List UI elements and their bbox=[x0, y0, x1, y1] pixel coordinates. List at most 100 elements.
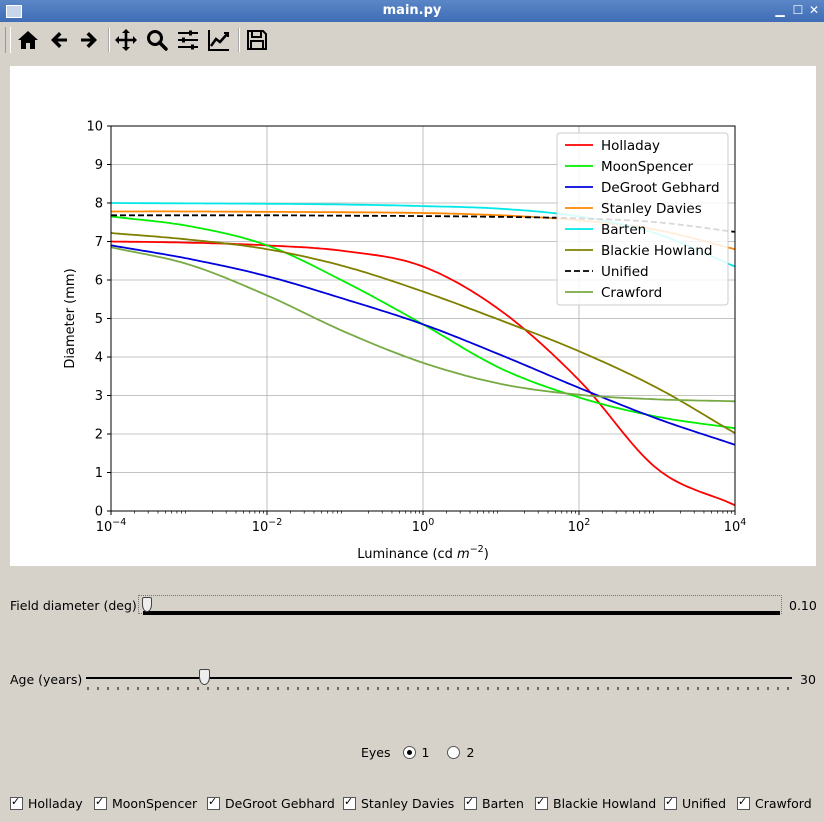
chart-svg: 0 1 2 3 4 5 6 7 8 9 10 10−4 10−2 100 102 104 Luminance (… bbox=[63, 120, 747, 563]
model-checkboxes: Holladay MoonSpencer DeGroot Gebhard Sta… bbox=[10, 795, 816, 812]
edit-axis-icon bbox=[208, 30, 229, 51]
legend-label: DeGroot Gebhard bbox=[601, 180, 720, 196]
eyes-label: Eyes bbox=[361, 745, 391, 760]
window-title: main.py bbox=[382, 3, 442, 18]
checkbox-unified[interactable]: Unified bbox=[664, 795, 727, 811]
y-tick-label: 6 bbox=[95, 274, 103, 289]
checkbox-label: MoonSpencer bbox=[112, 796, 198, 811]
checkbox-check-icon[interactable] bbox=[664, 795, 677, 810]
checkbox-blackie-howland[interactable]: Blackie Howland bbox=[535, 795, 657, 811]
legend-label: Barten bbox=[601, 222, 646, 238]
series-line-degroot-gebhard bbox=[111, 244, 735, 446]
legend-label: MoonSpencer bbox=[601, 159, 693, 175]
checkbox-check-icon[interactable] bbox=[737, 795, 750, 810]
minimize-icon[interactable]: ▁ bbox=[775, 3, 785, 17]
checkbox-label: Unified bbox=[682, 796, 727, 811]
series-line-unified bbox=[111, 214, 735, 233]
slider-handle[interactable] bbox=[142, 597, 152, 612]
slider-track-line bbox=[86, 677, 792, 679]
eyes-radio-1[interactable] bbox=[402, 746, 416, 759]
toolbar-separator bbox=[108, 28, 110, 52]
checkbox-crawford[interactable]: Crawford bbox=[737, 795, 812, 811]
checkbox-holladay[interactable]: Holladay bbox=[10, 795, 83, 811]
legend-label: Stanley Davies bbox=[601, 201, 702, 217]
checkbox-check-icon[interactable] bbox=[94, 795, 107, 810]
eyes-option-2: 2 bbox=[466, 745, 475, 760]
checkbox-moonspencer[interactable]: MoonSpencer bbox=[94, 795, 198, 811]
eyes-option-1: 1 bbox=[421, 745, 430, 760]
forward-button[interactable] bbox=[75, 26, 103, 54]
checkbox-check-icon[interactable] bbox=[10, 795, 23, 810]
checkbox-check-icon[interactable] bbox=[207, 795, 220, 810]
y-tick-label: 4 bbox=[95, 351, 103, 366]
checkbox-label: Blackie Howland bbox=[553, 796, 657, 811]
edit-axis-button[interactable] bbox=[205, 26, 233, 54]
eyes-radio-2[interactable] bbox=[447, 746, 461, 759]
checkbox-stanley-davies[interactable]: Stanley Davies bbox=[343, 795, 455, 811]
checkbox-check-icon[interactable] bbox=[464, 795, 477, 810]
title-bar: main.py ▁ ☐ ✕ bbox=[0, 0, 824, 22]
zoom-icon bbox=[147, 30, 168, 51]
checkbox-label: Barten bbox=[482, 796, 524, 811]
legend-label: Blackie Howland bbox=[601, 243, 712, 259]
save-icon bbox=[247, 30, 267, 50]
series-line-blackie-howland bbox=[111, 232, 735, 434]
age-slider[interactable] bbox=[86, 668, 794, 692]
eyes-radio-group: Eyes 1 2 bbox=[361, 745, 474, 760]
back-icon bbox=[51, 32, 67, 48]
home-button[interactable] bbox=[14, 26, 42, 54]
y-tick-label: 5 bbox=[95, 312, 103, 327]
checkbox-check-icon[interactable] bbox=[343, 795, 356, 810]
field-diameter-slider[interactable] bbox=[138, 595, 782, 616]
y-tick-label: 9 bbox=[95, 158, 103, 173]
y-tick-label: 1 bbox=[95, 466, 103, 481]
checkbox-check-icon[interactable] bbox=[535, 795, 548, 810]
navigation-toolbar bbox=[0, 22, 824, 58]
configure-subplots-icon bbox=[178, 30, 198, 50]
x-tick-label: 104 bbox=[724, 517, 747, 535]
y-axis-label: Diameter (mm) bbox=[63, 268, 78, 368]
x-tick-label: 102 bbox=[568, 517, 591, 535]
y-tick-label: 7 bbox=[95, 235, 103, 250]
legend-label: Crawford bbox=[601, 285, 662, 301]
toolbar-grip[interactable] bbox=[5, 27, 11, 53]
slider-track-line bbox=[143, 611, 780, 615]
age-value: 30 bbox=[800, 672, 816, 687]
checkbox-label: Stanley Davies bbox=[361, 796, 455, 811]
checkbox-label: Crawford bbox=[755, 796, 812, 811]
back-button[interactable] bbox=[45, 26, 73, 54]
x-tick-label: 10−2 bbox=[252, 517, 283, 535]
slider-handle[interactable] bbox=[199, 669, 211, 685]
maximize-icon[interactable]: ☐ bbox=[792, 3, 804, 17]
slider-ticks bbox=[87, 687, 789, 690]
save-button[interactable] bbox=[243, 26, 271, 54]
y-tick-label: 2 bbox=[95, 428, 103, 443]
x-axis-label: Luminance (cd m−2) bbox=[357, 544, 489, 562]
zoom-button[interactable] bbox=[143, 26, 171, 54]
x-tick-label: 100 bbox=[412, 517, 435, 535]
checkbox-label: Holladay bbox=[28, 796, 83, 811]
y-tick-label: 10 bbox=[86, 120, 103, 135]
checkbox-label: DeGroot Gebhard bbox=[225, 796, 335, 811]
pan-icon bbox=[115, 29, 137, 51]
y-tick-label: 3 bbox=[95, 389, 103, 404]
series-group bbox=[111, 202, 735, 507]
toolbar-separator bbox=[238, 28, 240, 52]
pan-button[interactable] bbox=[112, 26, 140, 54]
series-line-crawford bbox=[111, 246, 735, 403]
home-icon bbox=[18, 31, 38, 49]
figure-canvas[interactable]: 0 1 2 3 4 5 6 7 8 9 10 10−4 10−2 100 102 104 Luminance (… bbox=[10, 66, 816, 566]
age-label: Age (years) bbox=[10, 672, 83, 687]
y-tick-label: 0 bbox=[95, 505, 103, 520]
legend-label: Unified bbox=[601, 264, 649, 280]
checkbox-barten[interactable]: Barten bbox=[464, 795, 524, 811]
legend-box bbox=[556, 132, 729, 306]
checkbox-degroot-gebhard[interactable]: DeGroot Gebhard bbox=[207, 795, 335, 811]
close-icon[interactable]: ✕ bbox=[808, 3, 820, 17]
configure-subplots-button[interactable] bbox=[174, 26, 202, 54]
x-tick-label: 10−4 bbox=[96, 517, 127, 535]
y-tick-label: 8 bbox=[95, 197, 103, 212]
window-menu-icon[interactable] bbox=[6, 5, 22, 18]
forward-icon bbox=[81, 32, 97, 48]
series-line-holladay bbox=[111, 240, 735, 507]
